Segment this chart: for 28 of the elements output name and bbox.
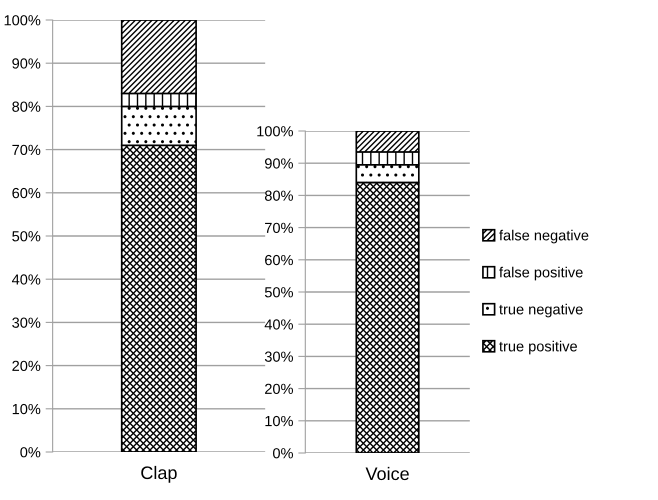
y-tick-label: 100% [257, 126, 293, 136]
y-tick-label: 20% [265, 384, 293, 394]
y-tick-label: 70% [12, 144, 40, 156]
y-tick-label: 20% [12, 360, 40, 372]
x-tick-label: Clap [141, 466, 177, 483]
y-tick-label: 60% [265, 254, 293, 266]
legend-label: true negative [499, 304, 583, 318]
y-tick-label: 50% [264, 287, 293, 298]
y-tick-label: 60% [12, 188, 40, 198]
y-tick-label: 90% [12, 58, 40, 69]
y-tick-label: 10% [265, 416, 293, 426]
y-tick-label: 0% [273, 448, 293, 458]
y-tick-label: 40% [12, 274, 40, 285]
y-tick-label: 10% [12, 404, 40, 414]
y-tick-label: 70% [265, 222, 293, 234]
y-tick-label: 80% [264, 190, 293, 201]
y-tick-label: 40% [264, 319, 293, 330]
y-tick-label: 50% [12, 231, 40, 242]
y-tick-label: 30% [12, 318, 40, 328]
y-tick-label: 30% [264, 352, 293, 362]
y-tick-label: 0% [20, 447, 40, 458]
legend-label: false positive [499, 266, 583, 280]
y-tick-label: 80% [12, 102, 40, 112]
y-tick-label: 90% [265, 158, 293, 169]
legend-label: false negative [499, 230, 588, 244]
legend-label: true positive [499, 340, 577, 354]
x-tick-label: Voice [366, 466, 409, 480]
y-tick-label: 100% [4, 15, 40, 26]
